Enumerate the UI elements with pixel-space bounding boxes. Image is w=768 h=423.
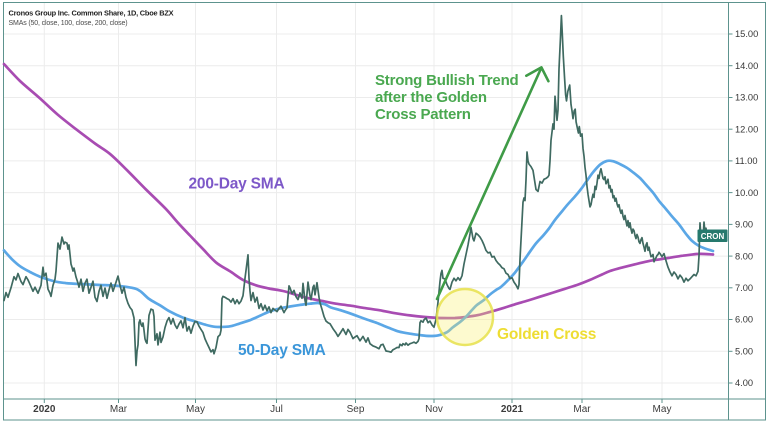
svg-text:May: May	[653, 404, 672, 415]
svg-text:Nov: Nov	[425, 404, 443, 415]
svg-text:15.00: 15.00	[735, 29, 758, 39]
svg-text:Sep: Sep	[347, 404, 365, 415]
svg-text:Golden Cross: Golden Cross	[497, 326, 596, 343]
svg-text:Cronos Group Inc. Common Share: Cronos Group Inc. Common Share, 1D, Cboe…	[9, 9, 174, 18]
svg-text:11.00: 11.00	[735, 156, 758, 166]
svg-text:6.00: 6.00	[735, 315, 753, 325]
svg-text:May: May	[186, 404, 205, 415]
svg-text:50-Day SMA: 50-Day SMA	[238, 342, 326, 359]
svg-text:CRON: CRON	[701, 232, 725, 241]
svg-text:Mar: Mar	[110, 404, 128, 415]
svg-text:12.00: 12.00	[735, 124, 758, 134]
svg-text:4.00: 4.00	[735, 378, 753, 388]
svg-text:13.00: 13.00	[735, 93, 758, 103]
svg-text:SMAs (50, close, 100, close, 2: SMAs (50, close, 100, close, 200, close)	[9, 20, 128, 27]
svg-text:2020: 2020	[33, 404, 56, 415]
svg-text:2021: 2021	[501, 404, 524, 415]
svg-text:Cross Pattern: Cross Pattern	[375, 106, 471, 123]
svg-text:Jul: Jul	[270, 404, 283, 415]
svg-text:14.00: 14.00	[735, 61, 758, 71]
svg-text:8.00: 8.00	[735, 251, 753, 261]
svg-text:Strong Bullish Trend: Strong Bullish Trend	[375, 72, 519, 89]
svg-text:10.00: 10.00	[735, 188, 758, 198]
svg-text:200-Day SMA: 200-Day SMA	[189, 176, 285, 193]
svg-text:Mar: Mar	[573, 404, 591, 415]
svg-text:5.00: 5.00	[735, 347, 753, 357]
svg-text:7.00: 7.00	[735, 283, 753, 293]
svg-text:after the Golden: after the Golden	[375, 89, 487, 106]
svg-text:9.00: 9.00	[735, 220, 753, 230]
